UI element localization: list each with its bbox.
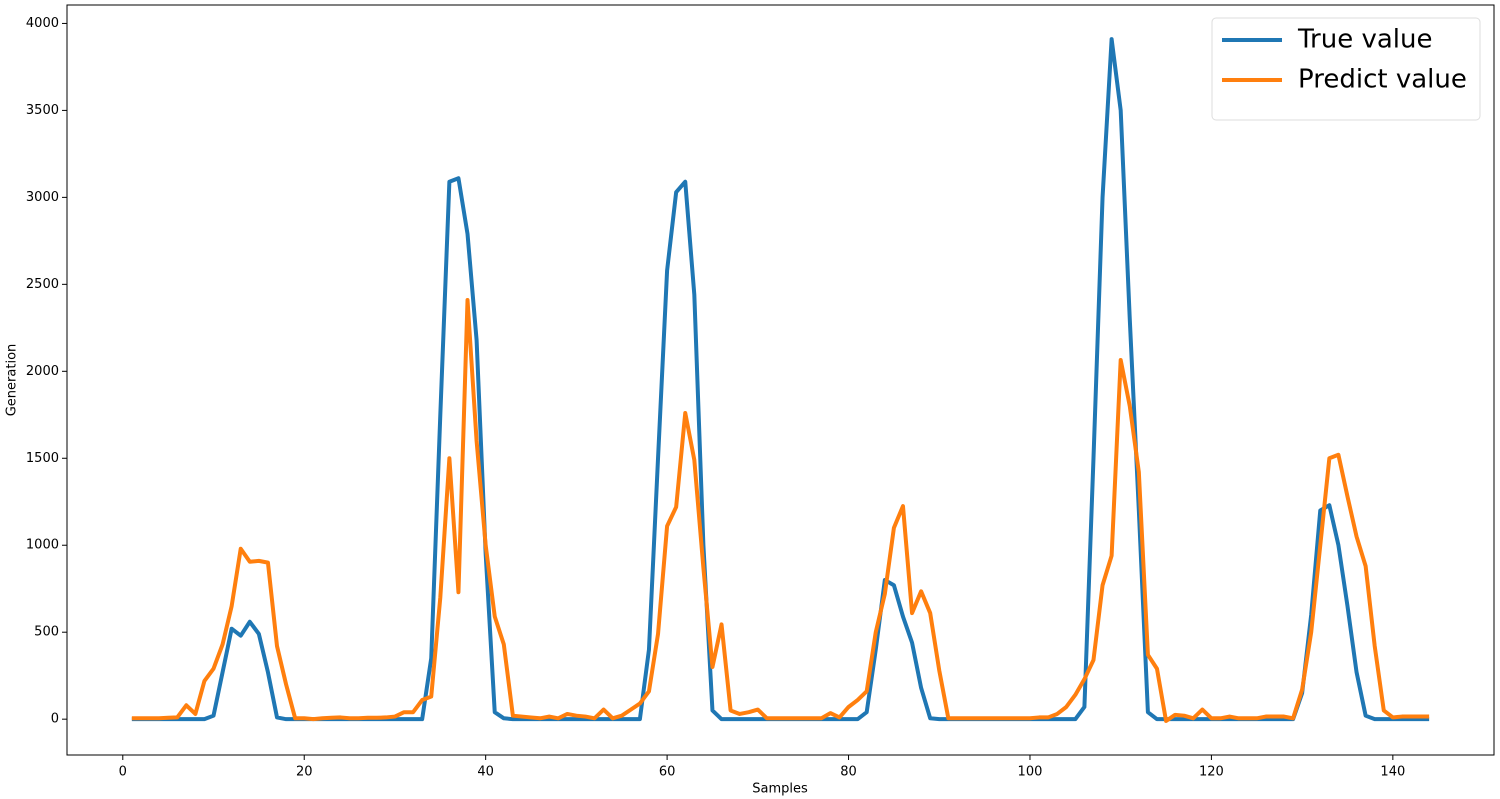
legend-label: True value [1297,25,1433,55]
y-tick-label: 2000 [26,364,59,379]
y-tick-label: 4000 [26,16,59,31]
x-tick-label: 100 [1018,765,1043,780]
x-tick-label: 80 [840,765,857,780]
x-tick-label: 40 [477,765,494,780]
x-tick-label: 20 [296,765,313,780]
legend-box [1211,17,1481,121]
y-tick-label: 0 [51,712,59,727]
axes-frame [66,4,1495,756]
y-tick-label: 500 [34,625,59,640]
data-line [131,297,1430,723]
y-axis-label: Generation [5,344,20,417]
x-tick-label: 0 [119,765,127,780]
x-tick-label: 120 [1199,765,1224,780]
y-tick-label: 3500 [26,103,59,118]
x-tick-label: 140 [1380,765,1405,780]
data-line [131,37,1430,722]
y-tick-label: 1000 [26,538,59,553]
legend-label: Predict value [1298,65,1467,95]
x-tick-label: 60 [659,765,676,780]
y-tick-label: 3000 [26,190,59,205]
y-tick-label: 2500 [26,277,59,292]
y-tick-label: 1500 [26,451,59,466]
x-axis-label: Samples [752,782,808,797]
